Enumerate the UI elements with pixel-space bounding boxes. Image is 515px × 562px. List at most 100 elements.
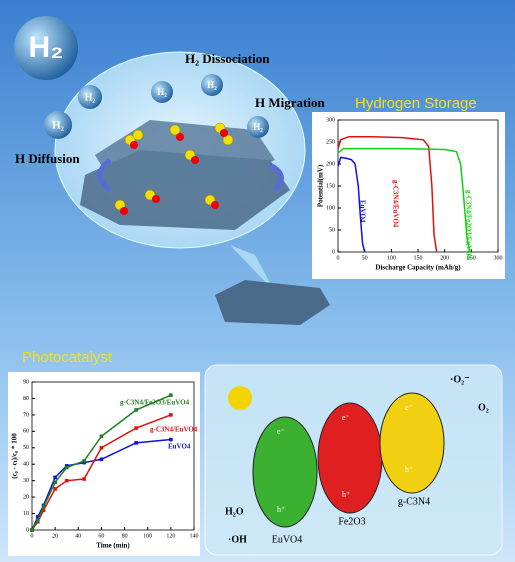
label: ·O₂⁻ bbox=[450, 374, 469, 385]
marker bbox=[134, 408, 138, 412]
marker bbox=[41, 508, 46, 513]
x-tick-label: 50 bbox=[362, 255, 368, 261]
x-tick-label: 120 bbox=[166, 533, 175, 539]
x-tick-label: 100 bbox=[387, 255, 396, 261]
series-line bbox=[337, 147, 471, 253]
marker bbox=[82, 459, 86, 463]
x-tick-label: 60 bbox=[98, 533, 104, 539]
hole: h⁺ bbox=[277, 505, 285, 514]
h2-label: H₂ bbox=[207, 80, 217, 90]
y-tick-label: 150 bbox=[326, 183, 335, 189]
label: O₂ bbox=[478, 402, 489, 413]
sun bbox=[228, 386, 252, 410]
marker bbox=[35, 515, 40, 519]
y-axis-label: (c₀ - cₜ)/c₀ * 100 bbox=[11, 433, 19, 479]
y-tick-label: 0 bbox=[26, 527, 29, 533]
marker bbox=[169, 393, 173, 397]
marker bbox=[30, 528, 34, 532]
marker bbox=[99, 434, 104, 439]
x-tick-label: 300 bbox=[494, 255, 503, 261]
marker bbox=[134, 441, 138, 445]
chart-panel bbox=[312, 112, 505, 279]
h2-label: H₂ bbox=[85, 92, 96, 103]
x-tick-label: 0 bbox=[31, 533, 34, 539]
series-label: g-C3N4/Fe2O3/EuVO4 bbox=[120, 399, 190, 407]
y-tick-label: 20 bbox=[23, 494, 29, 500]
h2-label: H₂ bbox=[52, 120, 65, 132]
series-label: g-C3N4/EuVO4 bbox=[150, 426, 198, 434]
heading: Hydrogen Storage bbox=[355, 95, 477, 112]
euvo4-particle bbox=[252, 416, 318, 528]
hole: h⁺ bbox=[405, 465, 413, 474]
y-tick-label: 300 bbox=[326, 117, 335, 123]
y-axis-label: Potential(mV) bbox=[317, 164, 325, 207]
x-tick-label: 0 bbox=[337, 255, 340, 261]
x-tick-label: 250 bbox=[467, 255, 476, 261]
photo-labels: EuVO4 Fe2O3 g-C3N4 H₂O ·OH ·O₂⁻ O₂ e⁻ e⁻… bbox=[225, 374, 489, 545]
marker bbox=[53, 480, 57, 485]
label: EuVO4 bbox=[272, 534, 303, 545]
electron: e⁻ bbox=[342, 413, 350, 422]
y-tick-label: 100 bbox=[326, 205, 335, 211]
plot-frame bbox=[31, 381, 195, 531]
h2-label: H₂ bbox=[253, 122, 263, 132]
series-label: EuVO4 bbox=[358, 200, 366, 223]
h2-molecules: H₂ H₂ H₂ H₂ H₂ bbox=[44, 74, 269, 139]
series-label: g-C3N4/EuVO4 bbox=[391, 180, 399, 228]
y-tick-label: 70 bbox=[23, 412, 29, 418]
x-tick-label: 20 bbox=[52, 533, 58, 539]
marker bbox=[169, 413, 173, 417]
bubble-tail bbox=[230, 245, 275, 292]
y-tick-label: 0 bbox=[332, 249, 335, 255]
label: H Migration bbox=[255, 95, 325, 110]
marker bbox=[99, 445, 104, 450]
electron: e⁻ bbox=[277, 427, 285, 436]
y-tick-label: 60 bbox=[23, 429, 29, 435]
electron: e⁻ bbox=[405, 403, 413, 412]
series-line bbox=[337, 135, 438, 253]
marker bbox=[53, 475, 57, 480]
label: ·OH bbox=[228, 534, 247, 545]
label: g-C3N4 bbox=[398, 496, 430, 507]
y-tick-label: 50 bbox=[23, 445, 29, 451]
x-axis-label: Discharge Capacity (mAh/g) bbox=[375, 264, 461, 272]
y-tick-label: 10 bbox=[23, 511, 29, 517]
y-tick-label: 30 bbox=[23, 478, 29, 484]
series-label: EuVO4 bbox=[168, 443, 191, 451]
gcn-particle bbox=[379, 392, 445, 494]
x-tick-label: 40 bbox=[75, 533, 81, 539]
y-tick-label: 40 bbox=[23, 462, 29, 468]
marker bbox=[35, 518, 40, 522]
y-tick-label: 200 bbox=[326, 161, 335, 167]
hole: h⁺ bbox=[342, 490, 350, 499]
arrow bbox=[268, 162, 284, 192]
marker bbox=[53, 487, 57, 491]
h2-icon bbox=[14, 16, 78, 80]
x-tick-label: 140 bbox=[190, 533, 199, 539]
arrow bbox=[97, 158, 112, 192]
marker bbox=[99, 457, 104, 462]
label: Fe2O3 bbox=[338, 516, 365, 527]
marker bbox=[169, 437, 173, 442]
chart-panel bbox=[8, 372, 200, 556]
sheet bbox=[215, 280, 330, 325]
marker bbox=[64, 478, 69, 483]
series-label: g-C3N4/Fe2O3/EuVO4 bbox=[464, 190, 472, 260]
heading: Photocatalyst bbox=[22, 349, 113, 366]
y-tick-label: 250 bbox=[326, 139, 335, 145]
y-tick-label: 90 bbox=[23, 379, 29, 385]
marker bbox=[82, 477, 86, 481]
h2-icon-text: H₂ bbox=[29, 31, 64, 64]
label: H₂O bbox=[225, 506, 244, 517]
x-axis-label: Time (min) bbox=[96, 542, 130, 550]
x-tick-label: 200 bbox=[440, 255, 449, 261]
marker bbox=[64, 465, 69, 470]
label: H Diffusion bbox=[15, 151, 80, 166]
y-tick-label: 80 bbox=[23, 396, 29, 402]
label: H₂ Dissociation bbox=[185, 51, 270, 66]
marker bbox=[41, 505, 46, 509]
series-line bbox=[337, 156, 366, 253]
x-tick-label: 80 bbox=[122, 533, 128, 539]
atoms bbox=[120, 129, 228, 215]
